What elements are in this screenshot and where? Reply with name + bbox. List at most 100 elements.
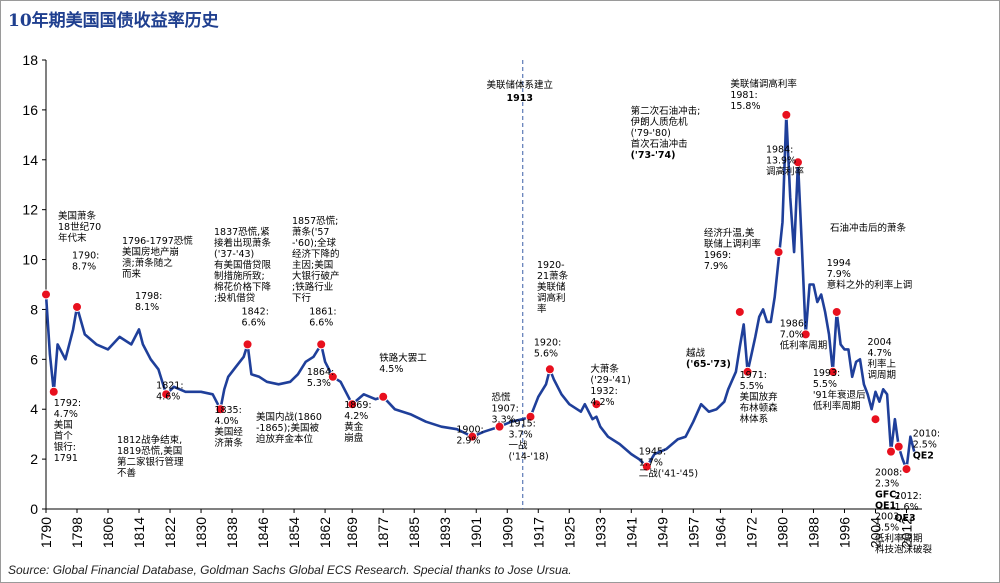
annotation-text: ('79-'80)	[631, 128, 671, 139]
annotation-text: 济萧条	[214, 437, 243, 449]
annotation-text: 1932:	[590, 386, 617, 397]
annotation-text: 2008:	[875, 468, 902, 479]
context-note: 18世纪70	[58, 221, 101, 233]
context-note: 率	[537, 303, 547, 315]
x-tick-label: 1964	[712, 517, 728, 548]
annotation-text: 1.6%	[894, 502, 918, 513]
context-note: 溃;萧条随之	[122, 257, 173, 269]
annotation-marker	[773, 247, 784, 258]
annotation-text: 8.7%	[72, 261, 96, 272]
x-tick-label: 2012	[898, 517, 914, 548]
annotation-marker	[893, 441, 904, 452]
annotation-text: 1821:	[156, 380, 183, 391]
y-tick-label: 4	[30, 401, 38, 417]
y-tick-label: 10	[22, 252, 38, 268]
annotation-text: 大萧条	[590, 363, 619, 375]
x-tick-label: 1909	[499, 517, 515, 548]
annotation-text: 1969:	[704, 250, 731, 261]
annotation-text: 1986:	[780, 318, 807, 329]
context-note: 大银行破产	[292, 270, 340, 282]
annotation-text: 1993:	[813, 368, 840, 379]
annotation-text: 2004	[867, 337, 891, 348]
annotation-text: 1835:	[214, 405, 241, 416]
y-tick-label: 14	[22, 152, 38, 168]
annotation-marker	[827, 366, 838, 377]
annotation-text: 美国经	[214, 426, 243, 438]
annotation-text: 布林顿森	[740, 402, 779, 414]
annotation-marker	[734, 306, 745, 317]
annotation-text: 4.7%	[867, 348, 891, 359]
fed-1913-divider: 美联储体系建立 1913	[487, 60, 553, 509]
context-note: 1857恐慌;	[292, 215, 338, 227]
annotation-marker	[792, 157, 803, 168]
annotation-marker	[901, 464, 912, 475]
context-note: 1796-1797恐慌	[122, 235, 193, 247]
annotation-marker	[327, 371, 338, 382]
context-note: 调高利	[537, 292, 566, 304]
annotation-text: 1945:	[639, 447, 666, 458]
annotation-text: 1861:	[309, 306, 336, 317]
y-tick-label: 12	[22, 202, 38, 218]
context-note: 21萧条	[537, 270, 569, 282]
annotation-text: 经济升温,美	[704, 227, 755, 239]
annotation-text: ('14-'18)	[509, 452, 549, 463]
annotation-text: 1915:	[509, 419, 536, 430]
context-note: 石油冲击后的萧条	[830, 222, 907, 234]
context-note: 第二家银行管理	[117, 456, 184, 468]
annotation-text: 一战	[509, 441, 529, 452]
annotation-text: 4.7%	[54, 409, 78, 420]
annotation-text: 1869:	[344, 400, 371, 411]
annotation-marker	[525, 411, 536, 422]
annotation-text: 利率上	[867, 358, 896, 370]
axes: 0 2 4 6 8 10 12 14 16 18 1790 1798 1806 1814 1822 1830 1…	[22, 52, 922, 548]
annotation-marker	[347, 399, 358, 410]
divider-label: 1913	[507, 93, 533, 104]
annotation-text: 调周期	[867, 370, 896, 381]
context-note: ;铁路行业	[292, 281, 333, 293]
annotation-text: 意料之外的利率上调	[827, 279, 913, 291]
annotation-text: 2012:	[894, 491, 921, 502]
y-tick-label: 16	[22, 102, 38, 118]
annotation-text: 15.8%	[730, 101, 760, 112]
annotation-text: 1907:	[492, 404, 519, 415]
source-note: Source: Global Financial Database, Goldm…	[8, 563, 572, 577]
context-note: 迫放弃金本位	[256, 433, 314, 445]
annotation-text: 7.9%	[704, 261, 728, 272]
x-tick-label: 1949	[654, 517, 670, 548]
context-note: 美联储	[537, 281, 566, 293]
annotation-text: 2003:	[875, 512, 902, 523]
x-tick-label: 1885	[406, 517, 422, 548]
annotation-text: 低利率周期	[875, 533, 923, 545]
x-tick-label: 1972	[743, 517, 759, 548]
annotation-marker	[41, 289, 51, 300]
y-tick-label: 18	[22, 52, 38, 68]
annotation-text: 4.5%	[379, 364, 403, 375]
annotation-text: 1790:	[72, 250, 99, 261]
annotation-text: 铁路大罢工	[379, 352, 427, 364]
annotation-marker	[72, 301, 83, 312]
annotation-marker	[742, 366, 753, 377]
annotation-text: 4.6%	[156, 391, 180, 402]
x-tick-label: 1790	[38, 517, 54, 548]
annotation-text: 2.9%	[456, 436, 480, 447]
annotation-text: 科技泡沫破裂	[875, 544, 933, 556]
context-note: 1812战争结束,	[117, 434, 182, 446]
annotation-text: 美国	[54, 419, 73, 431]
annotation-text: 低利率周期	[780, 339, 828, 351]
x-tick-label: 1846	[255, 517, 271, 548]
annotation-text: 联储上调利率	[704, 238, 762, 250]
annotation-text: 银行:	[54, 441, 76, 453]
annotation-text: 2.3%	[875, 479, 899, 490]
annotation-text: '91年衰退后	[813, 389, 866, 401]
annotation-text: 低利率周期	[813, 400, 861, 412]
context-note: 1819恐慌,美国	[117, 445, 182, 457]
annotation-text: 2010:	[913, 429, 940, 440]
annotation-text: 1798:	[135, 291, 162, 302]
annotation-marker	[781, 109, 792, 120]
annotation-text: 伊朗人质危机	[631, 116, 689, 128]
x-tick-label: 1838	[224, 517, 240, 548]
annotation-text: 美联储调高利率	[730, 78, 797, 90]
annotation-text: 1981:	[730, 90, 757, 101]
annotation-text: 2.5%	[913, 440, 937, 451]
